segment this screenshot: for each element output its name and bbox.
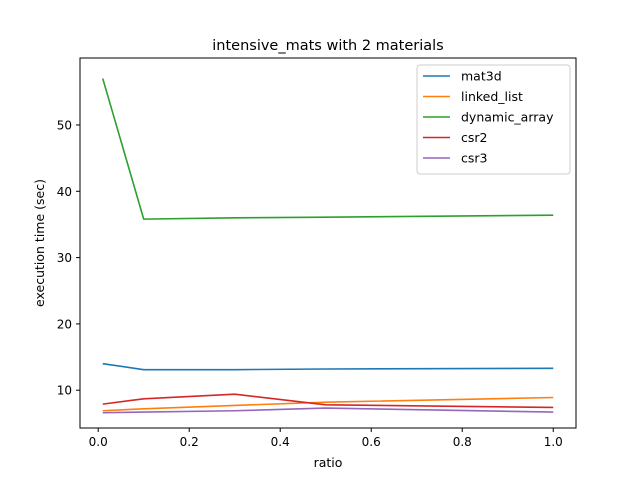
y-tick-label: 30 <box>57 251 72 265</box>
legend-label-csr2: csr2 <box>461 130 487 145</box>
x-tick-label: 0.4 <box>271 435 290 449</box>
x-tick-label: 0.8 <box>453 435 472 449</box>
series-line-csr3 <box>102 407 554 414</box>
x-tick-label: 0.0 <box>89 435 108 449</box>
y-tick-label: 10 <box>57 384 72 398</box>
legend-label-mat3d: mat3d <box>461 69 502 84</box>
chart-title: intensive_mats with 2 materials <box>212 38 444 54</box>
legend-label-linked-list: linked_list <box>461 89 523 104</box>
y-axis-label: execution time (sec) <box>32 179 47 307</box>
y-tick-label: 40 <box>57 185 72 199</box>
y-axis-ticks: 10 20 30 40 50 <box>57 118 80 398</box>
x-tick-label: 0.6 <box>362 435 381 449</box>
x-axis-label: ratio <box>314 455 343 470</box>
axes-frame <box>79 57 577 429</box>
legend: mat3d linked_list dynamic_array csr2 csr3 <box>416 64 571 175</box>
series-line-mat3d <box>102 362 554 371</box>
x-tick-label: 0.2 <box>180 435 199 449</box>
y-tick-label: 20 <box>57 317 72 331</box>
series-line-linked-list <box>102 396 554 412</box>
x-axis-ticks: 0.0 0.2 0.4 0.6 0.8 1.0 <box>89 428 563 449</box>
legend-label-dynamic-array: dynamic_array <box>461 110 554 125</box>
series-line-csr2 <box>102 393 554 409</box>
legend-label-csr3: csr3 <box>461 151 487 166</box>
series-line-dynamic-array <box>101 78 554 220</box>
x-tick-label: 1.0 <box>544 435 563 449</box>
y-tick-label: 50 <box>57 118 72 132</box>
plot-series <box>101 78 554 414</box>
legend-box <box>416 64 571 175</box>
